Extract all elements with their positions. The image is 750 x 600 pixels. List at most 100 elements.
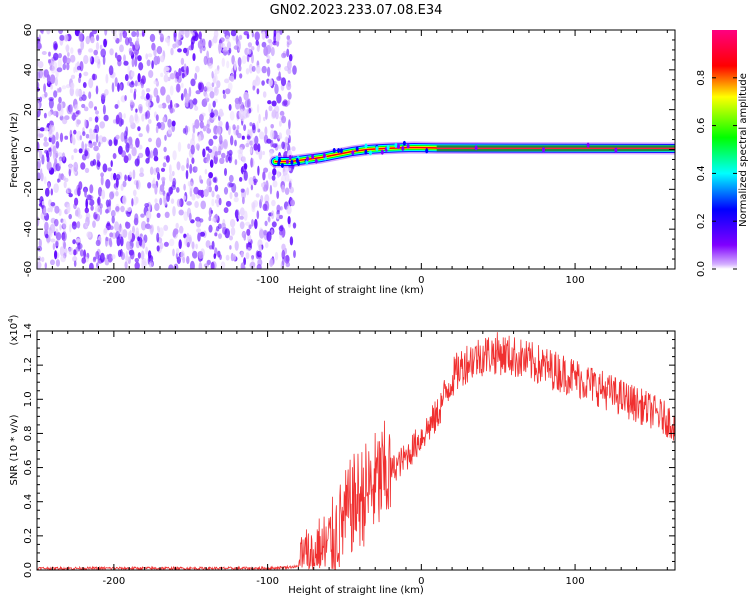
noise-speck	[84, 207, 90, 214]
noise-speck	[204, 168, 208, 175]
noise-speck	[259, 229, 265, 239]
noise-speck	[211, 38, 214, 46]
noise-speck	[140, 95, 145, 100]
track-spot	[351, 150, 355, 156]
noise-speck	[145, 93, 150, 100]
noise-speck	[58, 53, 62, 59]
noise-speck	[72, 112, 76, 121]
noise-speck	[208, 207, 213, 218]
track-spot	[386, 145, 390, 151]
noise-speck	[56, 67, 63, 73]
noise-speck	[281, 184, 285, 193]
noise-speck	[188, 86, 192, 98]
noise-speck	[128, 249, 134, 256]
noise-speck	[141, 31, 145, 37]
noise-speck	[59, 224, 62, 231]
spectrogram-noise	[37, 30, 297, 269]
noise-speck	[108, 225, 114, 230]
spectrogram-y-label: Frequency (Hz)	[9, 112, 20, 188]
y-tick-label: -20	[23, 181, 34, 197]
noise-speck	[131, 198, 134, 207]
noise-speck	[70, 74, 76, 80]
noise-speck	[203, 55, 208, 66]
noise-speck	[153, 87, 159, 98]
noise-speck	[261, 41, 267, 48]
noise-speck	[276, 76, 282, 81]
noise-speck	[57, 178, 60, 183]
noise-speck	[218, 120, 223, 127]
noise-speck	[208, 86, 214, 92]
noise-speck	[116, 236, 121, 247]
noise-speck	[199, 218, 204, 223]
noise-speck	[106, 254, 110, 260]
noise-speck	[166, 193, 170, 202]
track-spot	[280, 163, 284, 168]
noise-speck	[167, 118, 172, 128]
noise-speck	[274, 251, 279, 261]
noise-speck	[158, 227, 164, 238]
noise-speck	[135, 227, 139, 237]
noise-speck	[238, 65, 242, 72]
noise-speck	[84, 150, 89, 157]
noise-speck	[95, 250, 100, 260]
noise-speck	[264, 242, 269, 249]
noise-speck	[190, 219, 195, 224]
colorbar-tick-label: 0.2	[696, 213, 707, 229]
noise-speck	[83, 54, 89, 65]
noise-speck	[206, 128, 212, 134]
noise-speck	[220, 222, 226, 230]
noise-speck	[256, 104, 260, 113]
noise-speck	[124, 74, 129, 81]
noise-speck	[101, 136, 107, 143]
noise-speck	[100, 175, 104, 186]
noise-speck	[286, 42, 290, 48]
noise-speck	[285, 254, 290, 262]
noise-speck	[117, 82, 120, 92]
noise-speck	[180, 57, 185, 65]
noise-speck	[172, 43, 177, 49]
noise-speck	[37, 141, 40, 152]
noise-speck	[225, 200, 232, 207]
noise-speck	[84, 187, 87, 198]
noise-speck	[186, 201, 192, 206]
noise-speck	[217, 223, 222, 230]
track-layer-5	[274, 146, 675, 163]
noise-speck	[148, 137, 152, 143]
noise-speck	[121, 150, 126, 158]
noise-speck	[79, 249, 84, 257]
track-spot	[295, 157, 299, 163]
noise-speck	[165, 155, 170, 163]
noise-speck	[66, 62, 70, 71]
noise-speck	[48, 124, 53, 135]
noise-speck	[279, 30, 283, 35]
noise-speck	[289, 186, 295, 194]
noise-speck	[63, 181, 67, 189]
noise-speck	[234, 100, 241, 110]
noise-speck	[293, 250, 296, 258]
noise-speck	[159, 33, 164, 43]
noise-speck	[267, 100, 272, 105]
noise-speck	[89, 55, 92, 63]
noise-speck	[64, 135, 69, 140]
noise-speck	[92, 73, 96, 81]
noise-speck	[124, 261, 128, 269]
noise-speck	[115, 206, 120, 212]
noise-speck	[61, 234, 66, 240]
noise-speck	[99, 44, 103, 50]
noise-speck	[279, 115, 284, 121]
noise-speck	[197, 40, 203, 49]
noise-speck	[267, 216, 271, 222]
noise-speck	[122, 30, 128, 39]
track-spot	[364, 149, 368, 155]
noise-speck	[117, 226, 122, 234]
noise-speck	[287, 216, 291, 225]
noise-speck	[93, 49, 98, 56]
track-spot	[474, 145, 478, 151]
noise-speck	[55, 232, 62, 241]
noise-speck	[242, 156, 246, 163]
noise-speck	[238, 34, 243, 40]
noise-speck	[291, 146, 296, 152]
noise-speck	[105, 73, 109, 84]
track-spot	[401, 146, 405, 151]
noise-speck	[88, 78, 94, 89]
